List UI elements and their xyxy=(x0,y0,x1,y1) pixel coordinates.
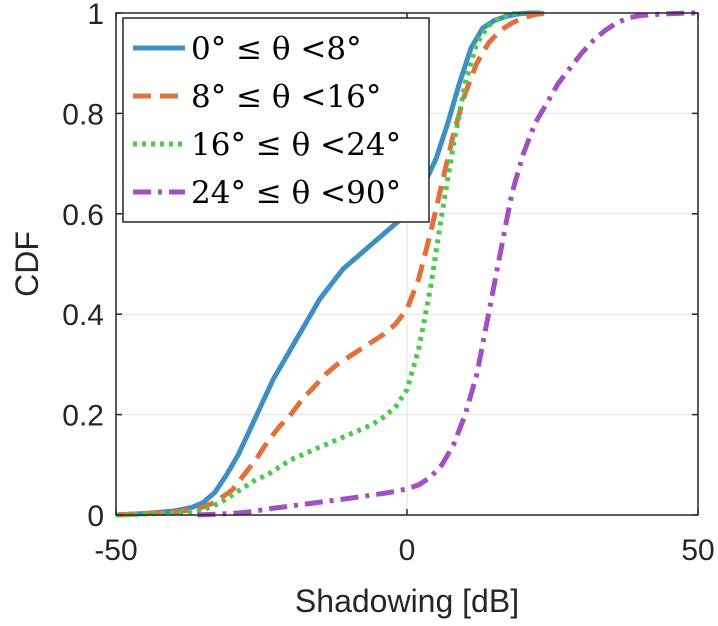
legend-item: 0° ≤ θ <8° xyxy=(133,31,362,67)
plot-lines xyxy=(115,10,698,518)
legend-item: 8° ≤ θ <16° xyxy=(133,79,381,115)
legend-label: 0° ≤ θ <8° xyxy=(191,31,362,67)
legend-item: 24° ≤ θ <90° xyxy=(133,175,401,211)
x-tick-label: -50 xyxy=(94,534,137,567)
legend-box xyxy=(122,17,430,223)
y-tick-label: 0.4 xyxy=(62,299,104,332)
series-line xyxy=(115,10,541,518)
legend-label: 16° ≤ θ <24° xyxy=(191,127,401,163)
legend-label: 8° ≤ θ <16° xyxy=(191,79,381,115)
series-line xyxy=(115,10,524,518)
y-tick-label: 0.8 xyxy=(62,98,104,131)
x-axis-label: Shadowing [dB] xyxy=(295,583,519,619)
x-tick-label: 0 xyxy=(399,534,416,567)
legend-label: 24° ≤ θ <90° xyxy=(191,175,401,211)
series-line xyxy=(197,10,698,518)
y-tick-label: 1 xyxy=(87,0,104,31)
y-tick-label: 0.6 xyxy=(62,199,104,232)
y-axis-label: CDF xyxy=(9,231,45,297)
x-tick-label: 50 xyxy=(681,534,714,567)
series-line xyxy=(115,10,548,518)
legend: 0° ≤ θ <8° 8° ≤ θ <16° 16° ≤ θ <24° 24° ≤ θ… xyxy=(122,17,430,223)
y-tick-label: 0.2 xyxy=(62,400,104,433)
y-tick-label: 0 xyxy=(87,500,104,533)
legend-item: 16° ≤ θ <24° xyxy=(133,127,401,163)
